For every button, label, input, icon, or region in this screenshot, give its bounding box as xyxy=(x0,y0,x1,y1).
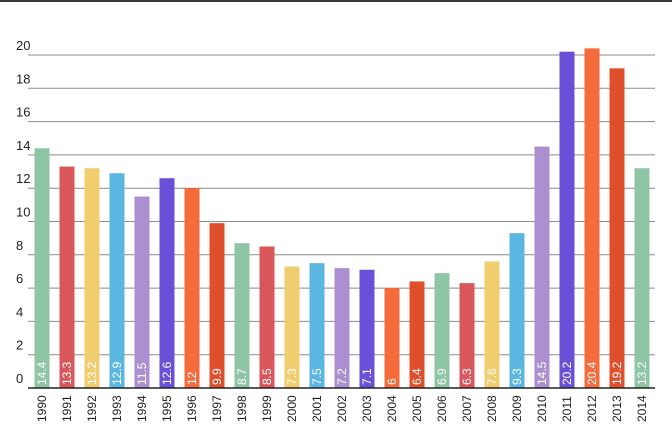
data-label: 20.4 xyxy=(585,361,599,385)
data-label: 11.5 xyxy=(135,362,149,385)
data-label: 6 xyxy=(385,378,399,385)
y-tick-label: 6 xyxy=(16,271,23,286)
y-tick-label: 12 xyxy=(16,171,30,186)
data-label: 14.4 xyxy=(35,361,49,385)
data-label: 19.2 xyxy=(610,361,624,385)
bar-1998 xyxy=(234,243,250,388)
data-label: 7.6 xyxy=(485,368,499,385)
top-border xyxy=(0,0,672,2)
x-tick-label: 2013 xyxy=(610,395,624,422)
x-tick-label: 2007 xyxy=(460,395,474,422)
data-label: 20.2 xyxy=(560,361,574,385)
y-tick-label: 16 xyxy=(16,105,30,120)
x-tick-label: 1991 xyxy=(60,395,74,422)
data-label: 14.5 xyxy=(535,361,549,385)
data-label: 6.3 xyxy=(460,368,474,385)
bar-2002 xyxy=(334,268,350,388)
y-tick-label: 2 xyxy=(16,338,23,353)
bar-1993 xyxy=(109,173,125,388)
bars: 14.4 13.3 13.2 12.9 11.5 12.6 12 9.9 8.7 8.5 7.3 7.… xyxy=(34,48,650,389)
x-tick-label: 2010 xyxy=(535,395,549,422)
x-tick-label: 1993 xyxy=(110,395,124,422)
bar-1990 xyxy=(34,148,50,388)
data-label: 12.6 xyxy=(160,361,174,385)
x-tick-label: 2009 xyxy=(510,395,524,422)
y-tick-label: 0 xyxy=(16,371,23,386)
x-tick-label: 1999 xyxy=(260,395,274,422)
x-tick-label: 1990 xyxy=(35,395,49,422)
x-tick-label: 1996 xyxy=(185,395,199,422)
y-tick-label: 18 xyxy=(16,71,30,86)
data-label: 6.4 xyxy=(410,368,424,385)
data-label: 13.2 xyxy=(635,361,649,385)
data-label: 7.2 xyxy=(335,368,349,385)
data-label: 8.7 xyxy=(235,368,249,385)
y-tick-label: 20 xyxy=(16,38,30,53)
bar-2009 xyxy=(509,233,525,388)
bar-2012 xyxy=(584,48,600,389)
bar-1991 xyxy=(59,166,75,388)
data-label: 12.9 xyxy=(110,361,124,385)
data-label: 13.2 xyxy=(85,361,99,385)
x-tick-label: 2002 xyxy=(335,395,349,422)
x-tick-label: 2005 xyxy=(410,395,424,422)
data-label: 7.3 xyxy=(285,368,299,385)
bar-2003 xyxy=(359,269,375,388)
x-tick-label: 2008 xyxy=(485,395,499,422)
x-tick-label: 1997 xyxy=(210,395,224,422)
y-tick-label: 14 xyxy=(16,138,30,153)
bar-2010 xyxy=(534,146,550,388)
x-tick-label: 2012 xyxy=(585,395,599,422)
bar-2006 xyxy=(434,273,450,388)
bar-2008 xyxy=(484,261,500,388)
bar-1997 xyxy=(209,223,225,388)
data-label: 7.1 xyxy=(360,368,374,385)
x-tick-label: 2014 xyxy=(635,395,649,422)
x-tick-label: 2006 xyxy=(435,395,449,422)
x-tick-label: 2004 xyxy=(385,395,399,422)
bar-1996 xyxy=(184,188,200,388)
x-tick-label: 2011 xyxy=(560,396,574,422)
data-label: 13.3 xyxy=(60,361,74,385)
bar-2007 xyxy=(459,283,475,388)
x-tick-label: 2000 xyxy=(285,395,299,422)
x-tick-label: 1995 xyxy=(160,395,174,422)
data-label: 9.3 xyxy=(510,368,524,385)
y-tick-label: 10 xyxy=(16,205,30,220)
bar-2001 xyxy=(309,263,325,388)
bar-2014 xyxy=(634,168,650,388)
x-axis-ticks: 1990 1991 1992 1993 1994 1995 1996 1997 1998 1999… xyxy=(35,395,649,422)
bar-1995 xyxy=(159,178,175,388)
data-label: 6.9 xyxy=(435,368,449,385)
y-axis-ticks: 0 2 4 6 8 10 12 14 16 18 20 xyxy=(16,38,30,386)
data-label: 7.5 xyxy=(310,368,324,385)
x-tick-label: 1998 xyxy=(235,395,249,422)
y-tick-label: 4 xyxy=(16,304,23,319)
x-tick-label: 2003 xyxy=(360,395,374,422)
bar-2013 xyxy=(609,68,625,388)
bar-1992 xyxy=(84,168,100,388)
bar-2011 xyxy=(559,51,575,389)
data-label: 12 xyxy=(185,371,199,385)
bar-2004 xyxy=(384,288,400,388)
bar-1999 xyxy=(259,246,275,388)
bar-1994 xyxy=(134,196,150,388)
y-tick-label: 8 xyxy=(16,238,23,253)
bar-2005 xyxy=(409,281,425,388)
data-label: 8.5 xyxy=(260,368,274,385)
x-tick-label: 2001 xyxy=(310,395,324,422)
data-label: 9.9 xyxy=(210,368,224,385)
x-tick-label: 1992 xyxy=(85,395,99,422)
gridlines xyxy=(28,54,655,356)
bar-2000 xyxy=(284,266,300,388)
x-tick-label: 1994 xyxy=(135,395,149,422)
